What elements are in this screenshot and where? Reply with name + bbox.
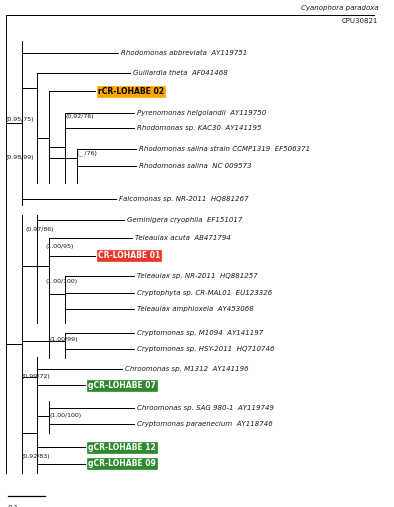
Text: 0.1: 0.1 [8, 505, 19, 507]
Text: Chroomonas sp. SAG 980-1  AY119749: Chroomonas sp. SAG 980-1 AY119749 [137, 405, 274, 411]
Text: (1.00/100): (1.00/100) [45, 279, 78, 284]
Text: Teleaulax amphioxeia  AY453068: Teleaulax amphioxeia AY453068 [137, 306, 254, 312]
Text: gCR-LOHABE 12: gCR-LOHABE 12 [88, 443, 156, 452]
Text: Rhodomonas sp. KAC30  AY141195: Rhodomonas sp. KAC30 AY141195 [137, 125, 262, 131]
Text: (0.92/83): (0.92/83) [22, 454, 50, 459]
Text: (0.98/99): (0.98/99) [6, 155, 35, 160]
Text: (0.97/86): (0.97/86) [26, 227, 54, 232]
Text: Chroomonas sp. M1312  AY141196: Chroomonas sp. M1312 AY141196 [125, 366, 249, 372]
Text: Rhodomonas salina strain CCMP1319  EF506371: Rhodomonas salina strain CCMP1319 EF5063… [139, 146, 310, 152]
Text: CPU30821: CPU30821 [342, 18, 378, 24]
Text: Cryptomonas sp. HSY-2011  HQ710746: Cryptomonas sp. HSY-2011 HQ710746 [137, 346, 275, 352]
Text: Cryptomonas sp. M1094  AY141197: Cryptomonas sp. M1094 AY141197 [137, 330, 263, 336]
Text: (1.00/100): (1.00/100) [49, 413, 82, 418]
Text: Cryptomonas paraenecium  AY118746: Cryptomonas paraenecium AY118746 [137, 421, 273, 427]
Text: Geminigera cryophila  EF151017: Geminigera cryophila EF151017 [127, 217, 243, 223]
Text: rCR-LOHABE 02: rCR-LOHABE 02 [98, 87, 164, 96]
Text: Guillardia theta  AF041468: Guillardia theta AF041468 [133, 69, 228, 76]
Text: (0.92/76): (0.92/76) [65, 114, 94, 119]
Text: gCR-LOHABE 09: gCR-LOHABE 09 [88, 459, 156, 468]
Text: (0.99/72): (0.99/72) [22, 374, 50, 379]
Text: (0.95/75): (0.95/75) [6, 117, 34, 122]
Text: Cyanophora paradoxa: Cyanophora paradoxa [301, 5, 378, 11]
Text: Pyrenomonas helgolandii  AY119750: Pyrenomonas helgolandii AY119750 [137, 110, 266, 116]
Text: Rhodomonas abbreviata  AY119751: Rhodomonas abbreviata AY119751 [121, 50, 248, 56]
Text: (1.00/99): (1.00/99) [49, 337, 78, 342]
Text: Falcomonas sp. NR-2011  HQ881267: Falcomonas sp. NR-2011 HQ881267 [119, 196, 249, 202]
Text: CR-LOHABE 01: CR-LOHABE 01 [98, 251, 160, 260]
Text: Teleaulax acuta  AB471794: Teleaulax acuta AB471794 [135, 235, 231, 241]
Text: Cryptophyta sp. CR-MAL01  EU123326: Cryptophyta sp. CR-MAL01 EU123326 [137, 290, 272, 296]
Text: gCR-LOHABE 07: gCR-LOHABE 07 [88, 381, 156, 390]
Text: Teleaulax sp. NR-2011  HQ881257: Teleaulax sp. NR-2011 HQ881257 [137, 273, 258, 279]
Text: (1.00/95): (1.00/95) [45, 244, 74, 249]
Text: (_ /76): (_ /76) [77, 150, 97, 156]
Text: Rhodomonas salina  NC 009573: Rhodomonas salina NC 009573 [139, 163, 252, 169]
